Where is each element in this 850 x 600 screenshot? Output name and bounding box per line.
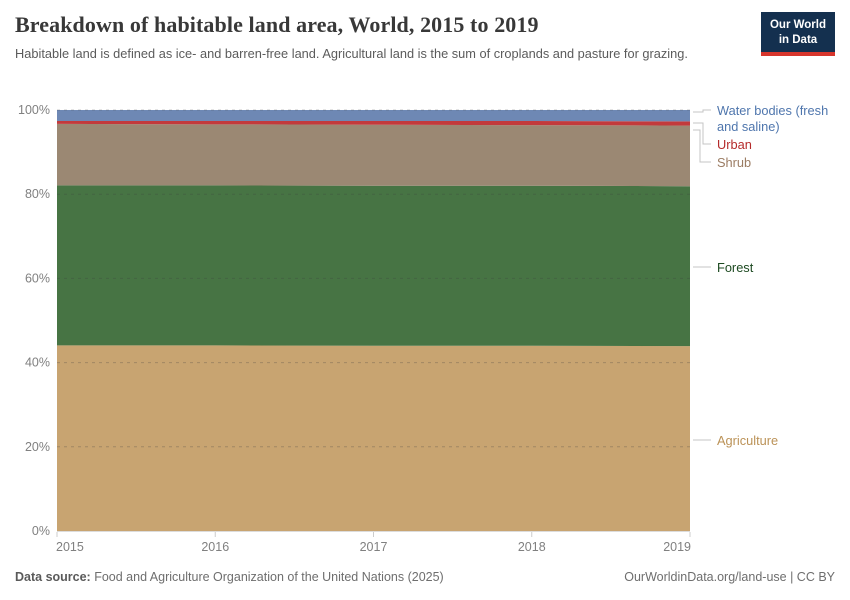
y-axis-tick-label: 80% bbox=[25, 187, 50, 201]
y-axis-tick-label: 20% bbox=[25, 440, 50, 454]
x-axis-tick-label: 2017 bbox=[360, 540, 388, 554]
data-source-label: Data source: bbox=[15, 570, 91, 584]
legend-label-text: Shrub bbox=[717, 155, 752, 170]
legend-label-forest[interactable]: Forest bbox=[717, 260, 839, 276]
area-forest[interactable] bbox=[57, 185, 690, 347]
legend-label-text: Forest bbox=[717, 260, 754, 275]
owid-logo-line2: in Data bbox=[778, 33, 818, 46]
credit-line[interactable]: OurWorldinData.org/land-use | CC BY bbox=[624, 570, 835, 584]
legend-label-text: Agriculture bbox=[717, 433, 779, 448]
legend-label-urban[interactable]: Urban bbox=[717, 137, 839, 153]
chart-subtitle: Habitable land is defined as ice- and ba… bbox=[15, 46, 688, 62]
legend-label-text: Urban bbox=[717, 137, 752, 152]
legend-connector-shrub bbox=[693, 129, 711, 163]
x-axis-tick-label: 2018 bbox=[518, 540, 546, 554]
legend-label-water-bodies[interactable]: Water bodies (fresh and saline) bbox=[717, 103, 839, 135]
area-agriculture[interactable] bbox=[57, 345, 690, 531]
x-axis-tick-label: 2016 bbox=[201, 540, 229, 554]
y-axis-tick-label: 40% bbox=[25, 356, 50, 370]
legend-connector-water-bodies bbox=[693, 109, 711, 113]
area-water-bodies[interactable] bbox=[57, 110, 690, 122]
owid-logo[interactable]: Our World in Data bbox=[761, 12, 835, 56]
y-axis-tick-label: 60% bbox=[25, 271, 50, 285]
legend-label-agriculture[interactable]: Agriculture bbox=[717, 433, 839, 449]
owid-logo-line1: Our World bbox=[769, 19, 826, 31]
y-axis-tick-label: 100% bbox=[18, 103, 50, 117]
page-title: Breakdown of habitable land area, World,… bbox=[15, 12, 539, 37]
data-source-text: Food and Agriculture Organization of the… bbox=[90, 570, 444, 584]
x-axis-tick-label: 2019 bbox=[663, 540, 691, 554]
y-axis-tick-label: 0% bbox=[32, 524, 50, 538]
legend-connector-urban bbox=[693, 122, 711, 145]
chart-footer: Data source: Food and Agriculture Organi… bbox=[15, 570, 835, 584]
area-shrub[interactable] bbox=[57, 123, 690, 187]
legend-label-shrub[interactable]: Shrub bbox=[717, 155, 839, 171]
legend-label-text: Water bodies (fresh and saline) bbox=[717, 103, 829, 134]
data-source: Data source: Food and Agriculture Organi… bbox=[15, 570, 444, 584]
x-axis-tick-label: 2015 bbox=[56, 540, 84, 554]
chart-header: Breakdown of habitable land area, World,… bbox=[15, 12, 835, 64]
area-urban[interactable] bbox=[57, 120, 690, 126]
